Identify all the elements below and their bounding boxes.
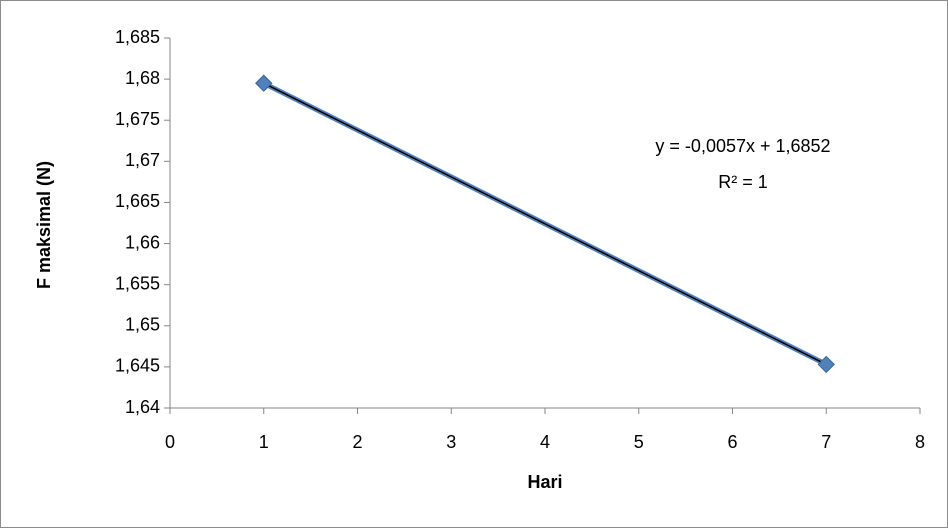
x-tick-label: 4 — [540, 432, 550, 452]
r-squared-annotation: R² = 1 — [718, 172, 768, 192]
y-axis-title: F maksimal (N) — [34, 161, 54, 289]
x-tick-label: 1 — [259, 432, 269, 452]
y-tick-label: 1,64 — [125, 397, 160, 417]
y-tick-label: 1,675 — [115, 109, 160, 129]
x-tick-label: 2 — [352, 432, 362, 452]
y-tick-label: 1,67 — [125, 150, 160, 170]
equation-annotation: y = -0,0057x + 1,6852 — [655, 136, 830, 156]
x-tick-label: 6 — [727, 432, 737, 452]
x-tick-label: 8 — [915, 432, 925, 452]
y-tick-label: 1,68 — [125, 68, 160, 88]
x-tick-label: 5 — [634, 432, 644, 452]
x-tick-label: 3 — [446, 432, 456, 452]
y-tick-label: 1,65 — [125, 315, 160, 335]
y-tick-label: 1,685 — [115, 27, 160, 47]
x-tick-label: 7 — [821, 432, 831, 452]
x-axis-title: Hari — [527, 472, 562, 492]
chart: Hari F maksimal (N) y = -0,0057x + 1,685… — [0, 0, 948, 528]
y-tick-label: 1,665 — [115, 191, 160, 211]
y-tick-label: 1,655 — [115, 273, 160, 293]
x-tick-label: 0 — [165, 432, 175, 452]
y-tick-label: 1,66 — [125, 232, 160, 252]
y-tick-label: 1,645 — [115, 356, 160, 376]
